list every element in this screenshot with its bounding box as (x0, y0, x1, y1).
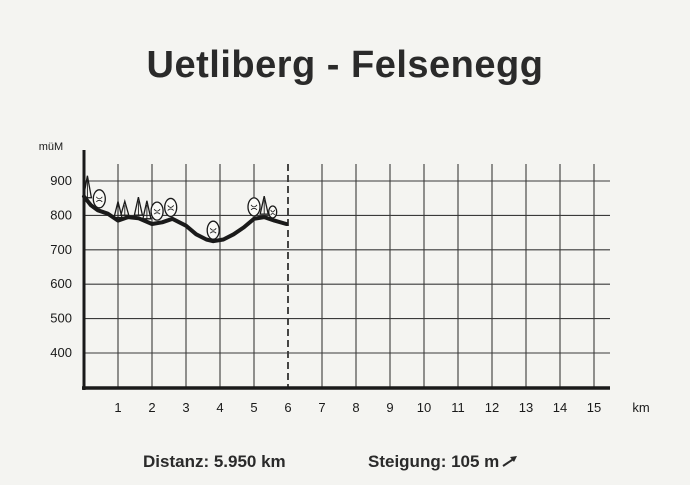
x-tick-label: 11 (451, 400, 465, 415)
x-tick-label: 2 (148, 400, 155, 415)
x-tick-label: 14 (553, 400, 567, 415)
x-tick-label: 5 (250, 400, 257, 415)
tick-labels: 1 2 3 4 5 6 7 8 9 10 11 12 13 14 15 km40050060070080090… (39, 141, 650, 415)
tree-icons (82, 175, 278, 240)
x-tick-label: 1 (114, 400, 121, 415)
footer: Distanz: 5.950 km Steigung: 105 m (0, 452, 690, 476)
y-tick-label: 700 (50, 242, 72, 257)
y-tick-label: 500 (50, 311, 72, 326)
tree-texture (209, 227, 217, 234)
tree-texture (250, 204, 258, 211)
x-tick-label: 15 (587, 400, 601, 415)
ascent-label: Steigung: 105 m (368, 452, 519, 472)
y-axis-label: müM (39, 141, 63, 153)
x-axis-label: km (632, 400, 649, 415)
tree-texture (95, 196, 103, 203)
axes (82, 150, 610, 390)
y-tick-label: 800 (50, 207, 72, 222)
elevation-profile (82, 194, 289, 244)
arrow-up-right-icon (502, 456, 518, 467)
x-tick-label: 9 (386, 400, 393, 415)
x-tick-label: 7 (318, 400, 325, 415)
y-tick-label: 900 (50, 173, 72, 188)
y-tick-label: 600 (50, 276, 72, 291)
tree-texture (167, 205, 175, 211)
x-tick-label: 10 (417, 400, 431, 415)
grid-lines (84, 164, 610, 388)
ascent-value: Steigung: 105 m (368, 452, 500, 471)
y-tick-label: 400 (50, 345, 72, 360)
chart-title: Uetliberg - Felsenegg (146, 44, 544, 86)
x-tick-label: 3 (182, 400, 189, 415)
x-tick-label: 12 (485, 400, 499, 415)
tree-texture (153, 208, 161, 215)
distance-label: Distanz: 5.950 km (143, 452, 286, 471)
x-tick-label: 6 (284, 400, 291, 415)
x-tick-label: 13 (519, 400, 533, 415)
x-tick-label: 4 (216, 400, 223, 415)
tree-texture (270, 209, 276, 216)
x-tick-label: 8 (352, 400, 359, 415)
